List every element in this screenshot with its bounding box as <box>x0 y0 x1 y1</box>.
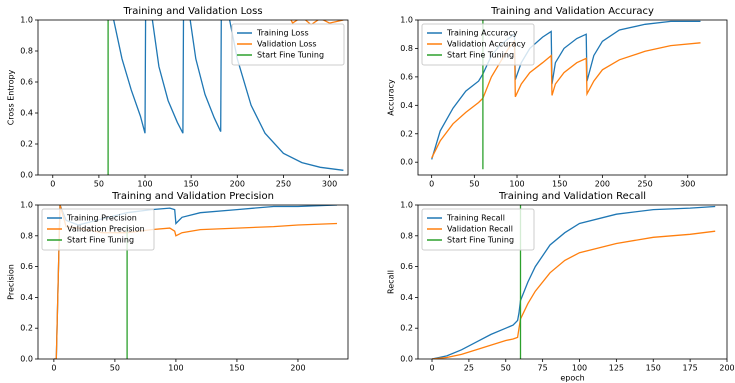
x-tick-label: 125 <box>609 364 624 373</box>
legend-label: Start Fine Tuning <box>447 236 514 245</box>
legend-label: Start Fine Tuning <box>67 236 134 245</box>
y-tick-label: 0.4 <box>20 109 33 118</box>
subplot: Training and Validation Recall 0 25 50 75 100… <box>387 191 735 383</box>
x-tick-label: 0 <box>429 180 434 189</box>
x-tick-label: 100 <box>137 180 152 189</box>
x-tick-label: 50 <box>501 364 511 373</box>
x-tick-label: 0 <box>50 180 55 189</box>
x-tick-label: 200 <box>719 364 734 373</box>
x-tick-label: 100 <box>168 364 183 373</box>
subplot: Training and Validation Precision 0 50 100 1… <box>7 191 349 373</box>
legend-label: Validation Loss <box>257 40 317 49</box>
chart-title: Training and Validation Precision <box>111 191 274 202</box>
y-tick-label: 0.0 <box>400 355 413 364</box>
y-tick-label: 1.0 <box>400 16 413 25</box>
x-tick-label: 0 <box>51 364 56 373</box>
subplot: Training and Validation Loss 0 50 100 150 200… <box>7 6 349 189</box>
plot-lines <box>107 20 344 175</box>
y-tick-label: 1.0 <box>20 16 33 25</box>
y-tick-label: 1.0 <box>20 201 33 210</box>
y-tick-label: 0.8 <box>20 231 33 240</box>
legend-label: Training Recall <box>446 214 505 223</box>
x-tick-label: 250 <box>276 180 291 189</box>
series-line <box>113 20 344 171</box>
chart-title: Training and Validation Recall <box>498 191 646 202</box>
y-tick-label: 0.8 <box>400 44 413 53</box>
subplot: Training and Validation Accuracy 0 50 100 15… <box>387 6 728 189</box>
legend-label: Training Precision <box>66 214 137 223</box>
x-tick-label: 150 <box>552 180 567 189</box>
y-tick-label: 0.8 <box>20 47 33 56</box>
y-tick-label: 0.8 <box>400 231 413 240</box>
y-tick-label: 0.6 <box>400 72 413 81</box>
y-tick-label: 0.2 <box>400 129 413 138</box>
x-tick-label: 100 <box>572 364 587 373</box>
x-tick-label: 100 <box>509 180 524 189</box>
y-axis-label: Cross Entropy <box>7 69 16 125</box>
y-axis-label: Recall <box>387 270 396 294</box>
y-tick-label: 0.4 <box>20 293 33 302</box>
legend: Training Recall Validation Recall Start Fi… <box>421 208 535 251</box>
legend-box <box>231 23 345 66</box>
x-tick-label: 50 <box>94 180 104 189</box>
x-axis-label: epoch <box>560 374 584 383</box>
x-tick-label: 250 <box>637 180 652 189</box>
y-tick-label: 0.0 <box>20 355 33 364</box>
legend-label: Validation Accuracy <box>447 40 526 49</box>
x-tick-label: 75 <box>538 364 548 373</box>
legend-box <box>421 23 535 66</box>
chart-title: Training and Validation Loss <box>122 6 262 17</box>
y-axis-label: Accuracy <box>387 79 396 116</box>
axes-frame <box>37 204 349 360</box>
legend: Training Precision Validation Precision St… <box>41 208 155 251</box>
x-tick-label: 50 <box>469 180 479 189</box>
x-tick-label: 200 <box>230 180 245 189</box>
chart-title: Training and Validation Accuracy <box>490 6 654 17</box>
legend: Training Accuracy Validation Accuracy Star… <box>421 23 535 66</box>
x-tick-label: 150 <box>646 364 661 373</box>
x-tick-label: 300 <box>680 180 695 189</box>
x-tick-label: 200 <box>290 364 305 373</box>
legend-label: Start Fine Tuning <box>447 51 514 60</box>
legend-label: Training Accuracy <box>446 29 518 38</box>
x-tick-label: 0 <box>429 364 434 373</box>
y-tick-label: 1.0 <box>400 201 413 210</box>
series-line <box>431 20 701 160</box>
y-tick-label: 0.4 <box>400 293 413 302</box>
x-tick-label: 25 <box>464 364 474 373</box>
y-tick-label: 0.0 <box>400 158 413 167</box>
axes-frame <box>417 19 728 176</box>
y-tick-label: 0.0 <box>20 171 33 180</box>
axes-frame <box>37 19 349 176</box>
series-line <box>431 39 701 159</box>
axes-frame <box>417 204 728 360</box>
y-axis-label: Precision <box>7 264 16 300</box>
legend-label: Training Loss <box>256 29 309 38</box>
x-tick-label: 150 <box>184 180 199 189</box>
y-tick-label: 0.4 <box>400 101 413 110</box>
legend: Training Loss Validation Loss Start Fine T… <box>231 23 345 66</box>
legend-label: Start Fine Tuning <box>257 51 324 60</box>
y-tick-label: 0.6 <box>20 78 33 87</box>
y-tick-label: 0.2 <box>20 324 33 333</box>
legend-box <box>421 208 535 251</box>
x-tick-label: 50 <box>110 364 120 373</box>
x-tick-label: 175 <box>682 364 697 373</box>
y-tick-label: 0.6 <box>400 262 413 271</box>
legend-box <box>41 208 155 251</box>
x-tick-label: 300 <box>322 180 337 189</box>
legend-label: Validation Recall <box>447 225 513 234</box>
y-tick-label: 0.6 <box>20 262 33 271</box>
y-tick-label: 0.2 <box>400 324 413 333</box>
x-tick-label: 200 <box>595 180 610 189</box>
y-tick-label: 0.2 <box>20 140 33 149</box>
legend-label: Validation Precision <box>67 225 145 234</box>
x-tick-label: 150 <box>229 364 244 373</box>
